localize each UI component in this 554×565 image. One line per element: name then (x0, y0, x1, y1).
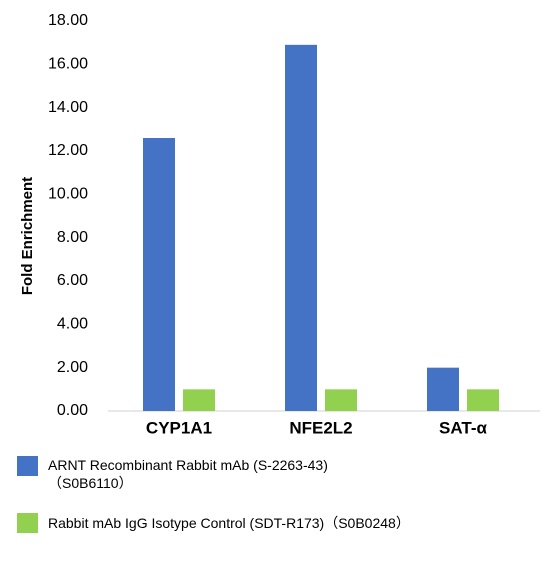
y-tick-label: 18.00 (48, 12, 88, 29)
y-tick-label: 8.00 (57, 229, 88, 246)
chart: Fold Enrichment 0.00 2.00 4.00 6.00 8.00 10.0… (19, 12, 540, 437)
bar (467, 389, 499, 411)
y-tick-label: 16.00 (48, 56, 88, 73)
y-tick-label: 14.00 (48, 99, 88, 116)
legend-label: Rabbit mAb IgG Isotype Control (SDT-R173… (48, 515, 410, 531)
y-tick-label: 12.00 (48, 142, 88, 159)
legend-swatch (17, 456, 38, 476)
legend-item: Rabbit mAb IgG Isotype Control (SDT-R173… (17, 513, 410, 533)
y-tick-label: 2.00 (57, 359, 88, 376)
x-tick-label: NFE2L2 (289, 418, 352, 437)
y-tick-label: 4.00 (57, 316, 88, 333)
y-tick-label: 10.00 (48, 186, 88, 203)
bar (183, 389, 215, 411)
bar (143, 138, 175, 411)
x-tick-label: CYP1A1 (146, 418, 212, 437)
y-tick-label: 0.00 (57, 402, 88, 419)
y-tick-label: 6.00 (57, 272, 88, 289)
bar (427, 367, 459, 411)
legend-item: ARNT Recombinant Rabbit mAb (S-2263-43)（… (17, 456, 387, 492)
legend-label: ARNT Recombinant Rabbit mAb (S-2263-43)（… (48, 457, 328, 491)
y-axis-title: Fold Enrichment (19, 177, 36, 295)
x-tick-label: SAT-α (439, 418, 487, 437)
bar (325, 389, 357, 411)
legend-swatch (17, 513, 38, 533)
bar (285, 44, 317, 411)
